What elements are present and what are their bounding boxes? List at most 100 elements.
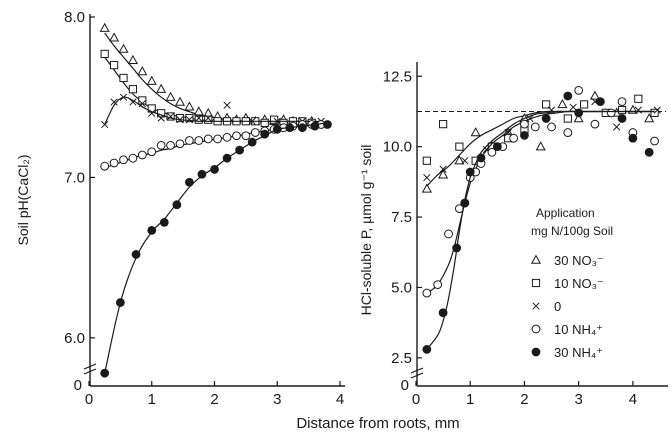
ph-point-30-no [146, 75, 157, 85]
ph-point-30-nh [100, 368, 110, 378]
p-axis-break [410, 367, 424, 379]
ph-axis-break-label: 0 [74, 377, 82, 394]
ph-point-30-no [109, 32, 120, 42]
ph-y-tick-label: 6.0 [64, 330, 85, 347]
p-axis-break-label: 0 [401, 377, 409, 394]
legend-label-30-no: 30 NO₃⁻ [554, 253, 604, 268]
ph-point-30-nh [222, 153, 232, 163]
p-point-10-nh [563, 128, 573, 137]
ph-point-10-nh [232, 131, 241, 141]
legend-marker-30-no [530, 254, 542, 264]
p-point-10-no [455, 142, 464, 151]
p-point-10-nh [606, 108, 616, 118]
ph-point-30-nh [285, 123, 295, 133]
ph-point-0 [204, 114, 212, 122]
ph-x-tick-label: 0 [85, 391, 93, 408]
ph-point-10-nh [109, 158, 119, 168]
ph-point-0 [273, 117, 281, 125]
p-y-tick-label: 12.5 [383, 68, 412, 85]
legend-marker-10-nh [531, 324, 541, 334]
p-point-0 [439, 165, 447, 173]
ph-point-10-no [260, 118, 269, 127]
ph-x-tick-label: 3 [273, 391, 281, 408]
ph-point-30-nh [115, 298, 125, 307]
ph-point-10-nh [194, 136, 204, 145]
ph-point-10-nh [119, 155, 128, 165]
ph-point-10-no [175, 113, 185, 123]
ph-curve-30-nh [104, 122, 328, 374]
p-x-tick-label: 0 [412, 391, 420, 408]
ph-point-0 [138, 99, 146, 108]
p-x-tick-label: 1 [466, 391, 474, 408]
p-point-30-no [454, 155, 465, 165]
legend-label-30-nh: 30 NH₄⁺ [554, 345, 603, 360]
p-point-10-nh [422, 288, 432, 298]
p-point-30-nh [465, 167, 475, 177]
ph-point-0 [148, 109, 156, 117]
legend-marker-0 [532, 302, 540, 310]
p-x-tick-label: 3 [574, 391, 582, 408]
ph-point-0 [101, 120, 109, 129]
ph-point-10-nh [222, 132, 232, 142]
ph-point-30-nh [185, 177, 194, 187]
p-point-10-nh [520, 119, 529, 129]
p-point-10-nh [650, 136, 659, 146]
p-point-0 [653, 106, 661, 114]
ph-point-0 [129, 98, 137, 106]
p-x-tick-label: 4 [629, 391, 637, 408]
ph-point-30-nh [323, 120, 332, 129]
ph-point-30-nh [235, 145, 245, 155]
ph-point-0 [119, 93, 128, 101]
ph-point-10-nh [147, 147, 157, 157]
ph-y-axis-title: Soil pH(CaCl₂) [15, 154, 31, 245]
p-point-30-no [557, 98, 568, 109]
p-point-30-no [589, 90, 600, 100]
ph-x-tick-label: 2 [210, 391, 218, 408]
ph-point-10-nh [175, 139, 185, 149]
ph-x-ticks: 0 1 2 3 4 [85, 381, 344, 408]
legend-title: Application [536, 206, 595, 220]
ph-y-ticks: 6.0 7.0 8.0 [64, 9, 95, 347]
legend-label-0: 0 [554, 299, 561, 314]
legend-marker-10-no [531, 278, 541, 288]
ph-point-0 [176, 116, 184, 124]
p-point-30-nh [595, 97, 605, 107]
p-point-10-nh [574, 85, 584, 95]
ph-point-10-no [128, 85, 138, 94]
ph-y-tick-label: 7.0 [64, 169, 85, 186]
p-point-10-nh [444, 229, 453, 239]
ph-point-10-nh [213, 134, 223, 144]
p-point-30-no [535, 141, 546, 151]
ph-point-10-nh [185, 136, 194, 145]
legend-entries: 30 NO₃⁻ 10 NO₃⁻ 0 10 NH₄⁺ 30 NH₄⁺ [530, 253, 604, 360]
ph-point-30-nh [147, 225, 157, 235]
p-y-tick-label: 10.0 [383, 139, 412, 156]
p-point-10-no [579, 100, 589, 109]
p-point-30-nh [644, 147, 654, 157]
p-point-30-nh [541, 114, 551, 123]
p-point-30-nh [452, 243, 462, 253]
ph-point-30-nh [197, 169, 207, 179]
p-point-30-nh [574, 108, 584, 118]
ph-point-30-no [184, 101, 195, 111]
ph-point-10-nh [137, 150, 147, 160]
ph-panel: 0 Soil pH(CaCl₂) 0 1 2 3 4 6.0 7.0 8.0 [15, 9, 345, 408]
ph-point-30-no [137, 66, 148, 76]
ph-point-10-no [100, 49, 109, 58]
p-point-30-nh [492, 142, 502, 152]
ph-axis-break [83, 363, 97, 375]
p-point-30-nh [563, 91, 573, 101]
ph-point-30-no [156, 83, 167, 93]
p-point-30-no [573, 113, 584, 123]
p-point-0 [461, 157, 469, 165]
ph-y-tick-label: 8.0 [64, 9, 85, 26]
p-y-ticks: 2.5 5.0 7.5 10.0 12.5 [383, 68, 422, 367]
ph-point-30-nh [272, 124, 282, 134]
ph-point-30-nh [210, 165, 219, 174]
p-x-ticks: 0 1 2 3 4 [412, 381, 637, 408]
p-point-30-no [470, 127, 481, 137]
ph-point-10-no [270, 115, 279, 124]
p-x-tick-label: 2 [520, 391, 528, 408]
p-point-10-nh [547, 122, 556, 132]
p-point-30-nh [460, 198, 470, 208]
